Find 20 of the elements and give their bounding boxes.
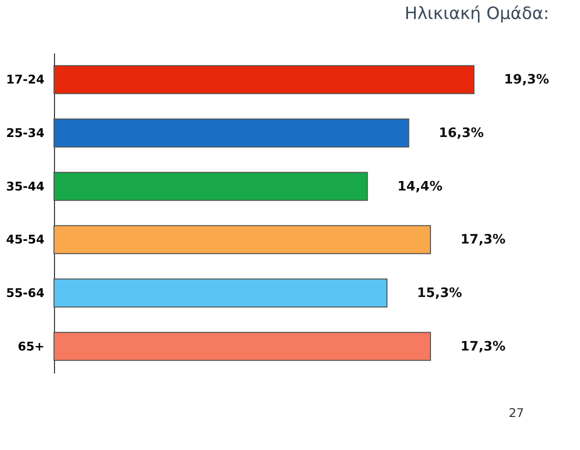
data-label: 17,3% bbox=[460, 339, 506, 354]
bar bbox=[54, 278, 388, 308]
data-label: 16,3% bbox=[438, 126, 484, 141]
data-label: 19,3% bbox=[504, 72, 550, 88]
bar bbox=[54, 172, 368, 201]
bar bbox=[54, 118, 410, 148]
y-tick-label: 55-64 bbox=[6, 286, 44, 300]
data-label: 17,3% bbox=[460, 232, 506, 248]
text: 27 bbox=[508, 406, 524, 420]
data-label: 14,4% bbox=[397, 179, 442, 194]
y-tick-label: 25-34 bbox=[6, 126, 44, 140]
data-label: 15,3% bbox=[416, 286, 462, 301]
y-tick-label: 17-24 bbox=[6, 72, 44, 87]
y-tick-label: 35-44 bbox=[6, 179, 44, 194]
bar bbox=[54, 225, 431, 254]
chart-title: Ηλικιακή Ομάδα: bbox=[404, 4, 550, 24]
bar bbox=[54, 332, 431, 361]
y-tick-label: 65+ bbox=[18, 339, 44, 354]
y-tick-label: 45-54 bbox=[6, 232, 44, 247]
bar bbox=[54, 65, 474, 94]
